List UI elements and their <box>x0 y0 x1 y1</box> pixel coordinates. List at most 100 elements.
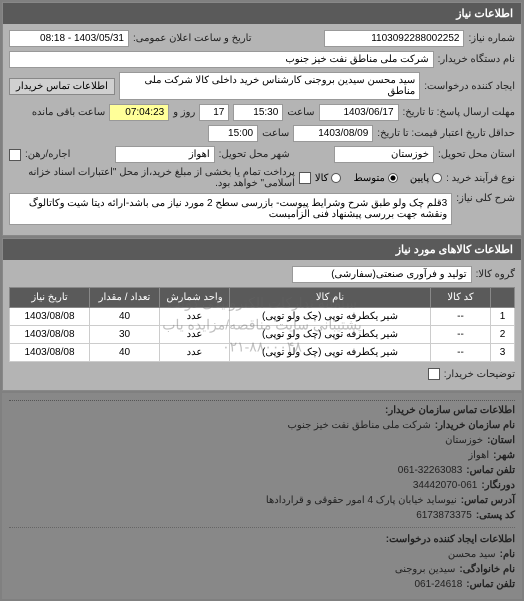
table-row[interactable]: 3--شیر یکطرفه توپی (چک ولو توپی)عدد40140… <box>10 344 515 362</box>
radio-high[interactable]: کالا <box>315 173 342 184</box>
form-body: شماره نیاز: 1103092288002252 تاریخ و ساع… <box>3 24 521 235</box>
items-header: اطلاعات کالاهای مورد نیاز <box>3 239 521 260</box>
reqno-field: 1103092288002252 <box>324 30 464 47</box>
items-body: گروه کالا: تولید و فرآوری صنعتی(سفارشی) … <box>3 260 521 390</box>
days-remaining-field: 17 <box>199 104 229 121</box>
radio-med[interactable]: متوسط <box>353 173 397 184</box>
col-qty: تعداد / مقدار <box>90 288 160 308</box>
table-container: کد کالا نام کالا واحد شمارش تعداد / مقدا… <box>9 287 515 362</box>
table-cell: 30 <box>90 326 160 344</box>
city-label: شهر محل تحویل: <box>219 149 290 160</box>
table-cell: 1403/08/08 <box>10 308 90 326</box>
rental-checkbox[interactable] <box>9 149 21 161</box>
col-name: نام کالا <box>230 288 431 308</box>
table-row[interactable]: 2--شیر یکطرفه توپی (چک ولو توپی)عدد30140… <box>10 326 515 344</box>
col-code: کد کالا <box>431 288 491 308</box>
requester-fname-label: نام: <box>500 549 515 560</box>
buyer-city: اهواز <box>468 450 489 461</box>
purchase-type-radio-group: پایین متوسط کالا <box>315 173 442 184</box>
requester-field: سید محسن سیدین بروجنی کارشناس خرید داخلی… <box>119 72 420 100</box>
buyer-org-label: نام سازمان خریدار: <box>435 420 515 431</box>
table-cell: شیر یکطرفه توپی (چک ولو توپی) <box>230 326 431 344</box>
table-cell: 3 <box>491 344 515 362</box>
separator <box>9 527 515 528</box>
buyer-section: اطلاعات تماس سازمان خریدار: نام سازمان خ… <box>3 394 521 598</box>
requester-phone: 061-24618 <box>414 579 462 590</box>
datetime-field: 1403/05/31 - 08:18 <box>9 30 129 47</box>
table-cell: 1 <box>491 308 515 326</box>
prepay-label: پرداخت تمام یا بخشی از مبلغ خرید،از محل … <box>9 167 295 189</box>
requester-label: ایجاد کننده درخواست: <box>424 81 515 92</box>
validity-label: حداقل تاریخ اعتبار قیمت: تا تاریخ: <box>377 128 515 139</box>
buyer-address-label: آدرس تماس: <box>461 495 515 506</box>
table-cell: 40 <box>90 308 160 326</box>
buyer-panel: اطلاعات تماس سازمان خریدار: نام سازمان خ… <box>2 393 522 599</box>
group-label: گروه کالا: <box>476 269 515 280</box>
descriptions-label: توضیحات خریدار: <box>444 369 515 380</box>
contact-button[interactable]: اطلاعات تماس خریدار <box>9 78 115 95</box>
col-unit: واحد شمارش <box>160 288 230 308</box>
table-cell: -- <box>431 308 491 326</box>
items-table: کد کالا نام کالا واحد شمارش تعداد / مقدا… <box>9 287 515 362</box>
deadline-time-label: ساعت <box>287 107 314 118</box>
org-label: نام دستگاه خریدار: <box>438 54 515 65</box>
deadline-label: مهلت ارسال پاسخ: تا تاریخ: <box>403 107 515 118</box>
buyer-fax: 34442070-061 <box>413 480 478 491</box>
main-panel: اطلاعات نیاز شماره نیاز: 110309228800225… <box>2 2 522 236</box>
group-field: تولید و فرآوری صنعتی(سفارشی) <box>292 266 472 283</box>
descriptions-checkbox[interactable] <box>428 368 440 380</box>
requester-phone-label: تلفن تماس: <box>466 579 515 590</box>
time-remaining-label: ساعت باقی مانده <box>32 107 105 118</box>
items-panel: اطلاعات کالاهای مورد نیاز گروه کالا: تول… <box>2 238 522 391</box>
rental-label: اجاره/رهن: <box>25 149 70 160</box>
buyer-postal: 6173873375 <box>416 510 472 521</box>
requester-lname: سیدین بروجنی <box>395 564 455 575</box>
requester-fname: سید محسن <box>448 549 496 560</box>
days-label: روز و <box>173 107 195 118</box>
purchase-type-label: نوع فرآیند خرید : <box>446 173 515 184</box>
validity-time-field: 15:00 <box>208 125 258 142</box>
city-field: اهواز <box>115 146 215 163</box>
table-cell: 40 <box>90 344 160 362</box>
table-cell: عدد <box>160 344 230 362</box>
time-remaining-field: 07:04:23 <box>109 104 169 121</box>
table-header-row: کد کالا نام کالا واحد شمارش تعداد / مقدا… <box>10 288 515 308</box>
org-field: شرکت ملی مناطق نفت خیز جنوب <box>9 51 434 68</box>
table-cell: شیر یکطرفه توپی (چک ولو توپی) <box>230 308 431 326</box>
table-cell: عدد <box>160 326 230 344</box>
prepay-checkbox[interactable] <box>299 172 311 184</box>
requester-section-title: اطلاعات ایجاد کننده درخواست: <box>386 534 515 545</box>
buyer-postal-label: کد پستی: <box>476 510 515 521</box>
validity-time-label: ساعت <box>262 128 289 139</box>
items-title: اطلاعات کالاهای مورد نیاز <box>396 244 513 256</box>
panel-title: اطلاعات نیاز <box>456 8 513 20</box>
table-cell: 2 <box>491 326 515 344</box>
panel-header: اطلاعات نیاز <box>3 3 521 24</box>
radio-med-label: متوسط <box>353 173 384 184</box>
province-field: خوزستان <box>334 146 434 163</box>
radio-low-label: پایین <box>410 173 429 184</box>
radio-dot-icon <box>432 173 442 183</box>
desc-label: شرح کلی نیاز: <box>456 193 515 204</box>
buyer-city-label: شهر: <box>493 450 515 461</box>
buyer-province: خوزستان <box>445 435 483 446</box>
buyer-org: شرکت ملی مناطق نفت خیز جنوب <box>288 420 431 431</box>
reqno-label: شماره نیاز: <box>468 33 515 44</box>
radio-low[interactable]: پایین <box>410 173 442 184</box>
radio-high-label: کالا <box>315 173 329 184</box>
desc-textarea: 3قلم چک ولو طبق شرح وشرایط پیوست- بازرسی… <box>9 193 452 225</box>
table-cell: -- <box>431 344 491 362</box>
table-cell: -- <box>431 326 491 344</box>
radio-dot-icon <box>388 173 398 183</box>
datetime-label: تاریخ و ساعت اعلان عمومی: <box>133 33 252 44</box>
radio-dot-icon <box>331 173 341 183</box>
col-date: تاریخ نیاز <box>10 288 90 308</box>
buyer-fax-label: دورنگار: <box>481 480 515 491</box>
buyer-phone: 061-32263083 <box>398 465 463 476</box>
table-cell: عدد <box>160 308 230 326</box>
buyer-address: نیوساید خیابان پارک 4 امور حقوقی و قرارد… <box>266 495 457 506</box>
deadline-date-field: 1403/06/17 <box>319 104 399 121</box>
table-row[interactable]: 1--شیر یکطرفه توپی (چک ولو توپی)عدد40140… <box>10 308 515 326</box>
validity-date-field: 1403/08/09 <box>293 125 373 142</box>
table-cell: 1403/08/08 <box>10 344 90 362</box>
